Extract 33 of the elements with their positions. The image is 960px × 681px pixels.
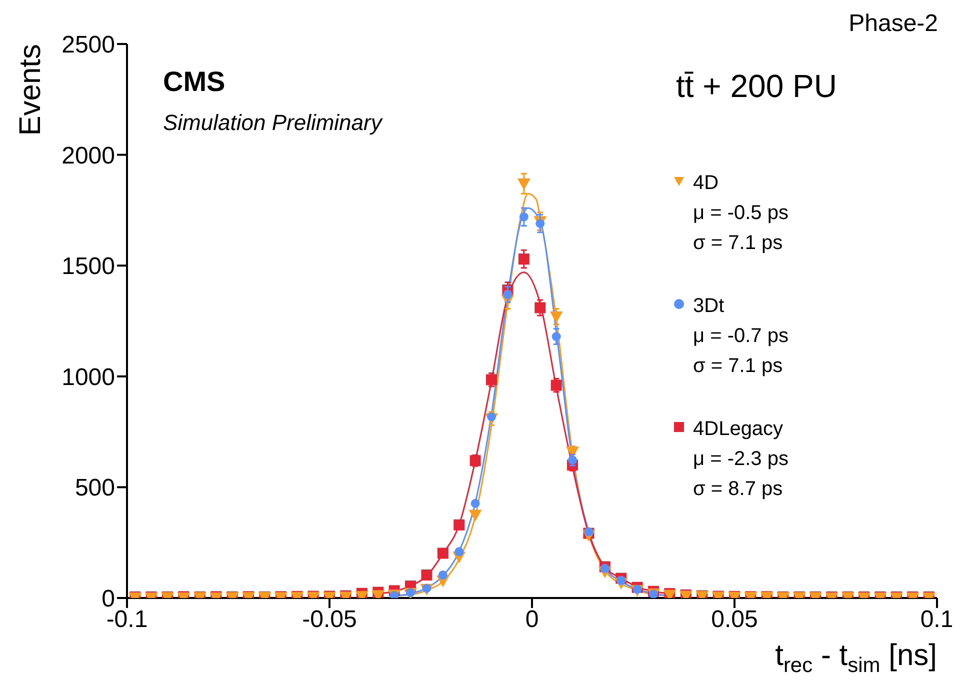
- y-tick-label: 2500: [62, 32, 115, 59]
- y-axis-title: Events: [14, 44, 47, 136]
- point: [470, 498, 480, 508]
- y-tick-label: 1000: [62, 364, 115, 391]
- annotation: σ = 7.1 ps: [693, 354, 784, 379]
- point: [519, 212, 528, 222]
- point: [534, 302, 546, 314]
- point: [454, 519, 465, 530]
- point: [550, 311, 563, 324]
- point: [518, 253, 530, 264]
- x-tick-label: 0: [525, 606, 539, 634]
- point: [517, 178, 530, 190]
- annotation: σ = 8.7 ps: [693, 477, 784, 502]
- y-tick-label: 2000: [62, 142, 115, 170]
- annotation: μ = -0.7 ps: [693, 324, 788, 349]
- x-tick-label: 0.05: [711, 606, 758, 634]
- point: [503, 290, 512, 299]
- x-axis-title: t$_{rec}$ - t$_{sim}$ [ns]: [775, 639, 937, 678]
- y-tick-label: 500: [74, 474, 115, 502]
- legend-label: 4DLegacy: [693, 417, 784, 442]
- annotation: μ = -0.5 ps: [693, 201, 788, 226]
- legend-label: 3Dt: [693, 294, 726, 319]
- annotation: tt̄ + 200 PU: [676, 68, 837, 105]
- x-tick-label: -0.05: [302, 606, 357, 634]
- y-tick-label: 1500: [62, 253, 115, 280]
- text: Simulation Preliminary: [163, 110, 382, 136]
- text: Phase-2: [848, 10, 938, 38]
- point: [536, 219, 545, 228]
- annotation: μ = -2.3 ps: [693, 447, 788, 472]
- point: [552, 332, 561, 342]
- legend-label: 4D: [693, 171, 720, 196]
- text: CMS: [163, 66, 226, 98]
- annotation: σ = 7.1 ps: [693, 231, 784, 256]
